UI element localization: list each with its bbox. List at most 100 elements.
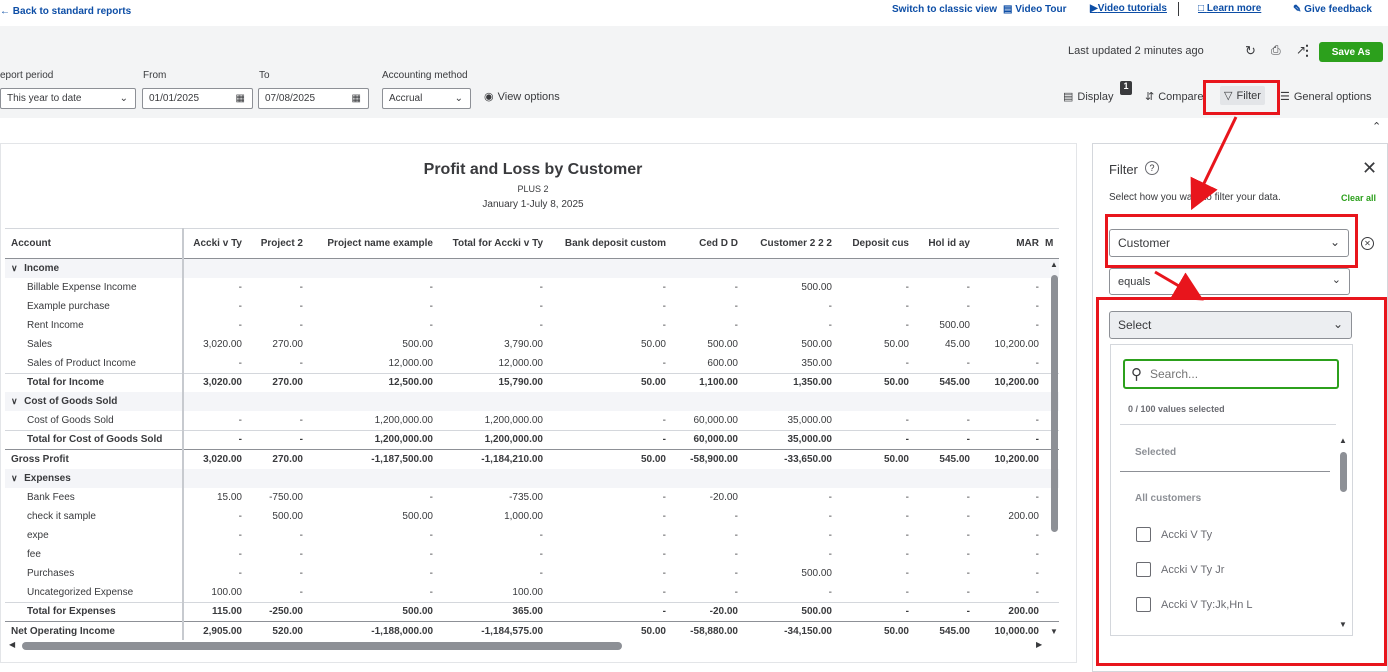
value-cell[interactable]: - [539, 529, 543, 541]
column-header[interactable]: Customer 2 2 2 [744, 228, 838, 259]
value-cell[interactable]: - [966, 357, 970, 369]
value-cell[interactable]: -735.00 [509, 491, 543, 503]
value-cell[interactable]: - [429, 548, 433, 560]
value-cell[interactable]: - [662, 568, 666, 580]
value-cell[interactable]: 545.00 [915, 372, 976, 393]
help-icon[interactable]: ? [1145, 161, 1159, 175]
value-cell[interactable]: -750.00 [269, 491, 303, 503]
value-cell[interactable]: 500.00 [801, 568, 832, 580]
value-cell[interactable] [976, 258, 1045, 278]
value-cell[interactable]: - [1035, 319, 1039, 331]
column-header[interactable]: Deposit cus [838, 228, 915, 259]
value-cell[interactable]: 500.00 [309, 601, 439, 622]
value-cell[interactable]: 3,020.00 [183, 448, 248, 469]
value-cell[interactable]: - [905, 529, 909, 541]
value-cell[interactable]: 1,200,000.00 [439, 429, 549, 450]
value-cell[interactable] [838, 258, 915, 278]
value-cell[interactable]: 520.00 [248, 620, 309, 641]
value-cell[interactable] [248, 468, 309, 488]
value-cell[interactable]: - [429, 586, 433, 598]
value-cell[interactable]: 500.00 [801, 281, 832, 293]
value-cell[interactable] [915, 468, 976, 488]
value-cell[interactable]: - [828, 586, 832, 598]
horizontal-scrollbar[interactable] [22, 642, 622, 650]
search-input[interactable] [1150, 367, 1320, 381]
to-date-field[interactable]: 07/08/2025 ▦ [258, 88, 369, 109]
value-cell[interactable] [976, 392, 1045, 412]
value-cell[interactable]: - [905, 491, 909, 503]
value-cell[interactable]: - [966, 529, 970, 541]
value-cell[interactable] [309, 468, 439, 488]
value-cell[interactable] [248, 392, 309, 412]
column-header[interactable]: Project name example [309, 228, 439, 259]
value-cell[interactable] [976, 468, 1045, 488]
value-cell[interactable]: 1,200,000.00 [309, 429, 439, 450]
filter-value-select[interactable]: Select ⌄ [1109, 311, 1352, 339]
value-cell[interactable]: - [539, 319, 543, 331]
general-options-button[interactable]: ☰ General options [1280, 90, 1372, 104]
export-icon[interactable]: ↗ [1296, 43, 1307, 57]
value-cell[interactable]: - [828, 548, 832, 560]
value-cell[interactable]: 500.00 [939, 319, 970, 331]
value-cell[interactable]: 12,000.00 [498, 357, 544, 369]
value-cell[interactable]: - [976, 429, 1045, 450]
value-cell[interactable] [672, 258, 744, 278]
value-cell[interactable]: - [828, 491, 832, 503]
filter-button[interactable]: ▽ Filter [1220, 86, 1265, 105]
value-cell[interactable]: -58,900.00 [672, 448, 744, 469]
value-cell[interactable]: - [734, 300, 738, 312]
value-cell[interactable]: 3,020.00 [183, 372, 248, 393]
value-cell[interactable]: 10,000.00 [976, 620, 1045, 641]
back-to-reports-link[interactable]: ← Back to standard reports [0, 6, 132, 17]
value-cell[interactable]: - [238, 319, 242, 331]
value-cell[interactable]: 50.00 [838, 372, 915, 393]
classic-view-link[interactable]: Switch to classic view [892, 4, 998, 15]
remove-filter-icon[interactable]: ✕ [1361, 237, 1374, 250]
value-cell[interactable]: - [905, 300, 909, 312]
value-cell[interactable]: - [299, 319, 303, 331]
display-button[interactable]: ▤ Display [1063, 90, 1114, 104]
value-cell[interactable]: 365.00 [439, 601, 549, 622]
video-tutorials-link[interactable]: ▶Video tutorials [1090, 3, 1167, 14]
list-item[interactable]: Accki V Ty [1136, 527, 1212, 542]
value-cell[interactable]: -250.00 [248, 601, 309, 622]
checkbox[interactable] [1136, 597, 1151, 612]
scroll-right-icon[interactable]: ▶ [1036, 640, 1043, 649]
scroll-up-icon[interactable]: ▲ [1339, 436, 1347, 445]
value-cell[interactable] [838, 392, 915, 412]
value-cell[interactable] [549, 258, 672, 278]
value-cell[interactable]: - [966, 300, 970, 312]
give-feedback-link[interactable]: ✎ Give feedback [1293, 4, 1372, 15]
value-cell[interactable]: -20.00 [672, 601, 744, 622]
value-cell[interactable]: - [828, 529, 832, 541]
value-cell[interactable]: 3,790.00 [504, 338, 543, 350]
value-cell[interactable]: 50.00 [838, 448, 915, 469]
value-cell[interactable] [248, 258, 309, 278]
value-cell[interactable]: - [539, 568, 543, 580]
value-cell[interactable]: 270.00 [248, 448, 309, 469]
value-cell[interactable]: - [299, 357, 303, 369]
value-cell[interactable]: 500.00 [801, 338, 832, 350]
search-field[interactable]: ⚲ [1123, 359, 1339, 389]
value-cell[interactable]: 50.00 [838, 620, 915, 641]
value-cell[interactable]: - [905, 586, 909, 598]
value-cell[interactable]: 1,200,000.00 [374, 415, 433, 427]
value-cell[interactable]: - [1035, 548, 1039, 560]
value-cell[interactable]: - [299, 529, 303, 541]
column-header[interactable]: Project 2 [248, 228, 309, 259]
value-cell[interactable]: - [299, 568, 303, 580]
value-cell[interactable]: - [429, 529, 433, 541]
value-cell[interactable]: - [966, 415, 970, 427]
value-cell[interactable]: - [828, 319, 832, 331]
value-cell[interactable] [309, 392, 439, 412]
value-cell[interactable] [744, 468, 838, 488]
value-cell[interactable]: - [238, 415, 242, 427]
value-cell[interactable]: 270.00 [272, 338, 303, 350]
value-cell[interactable] [549, 392, 672, 412]
calendar-icon[interactable]: ▦ [351, 93, 361, 104]
value-cell[interactable]: 545.00 [915, 448, 976, 469]
scroll-up-icon[interactable]: ▲ [1050, 260, 1058, 269]
print-icon[interactable]: ⎙ [1271, 43, 1281, 57]
value-cell[interactable]: 50.00 [549, 372, 672, 393]
value-cell[interactable]: 60,000.00 [693, 415, 739, 427]
